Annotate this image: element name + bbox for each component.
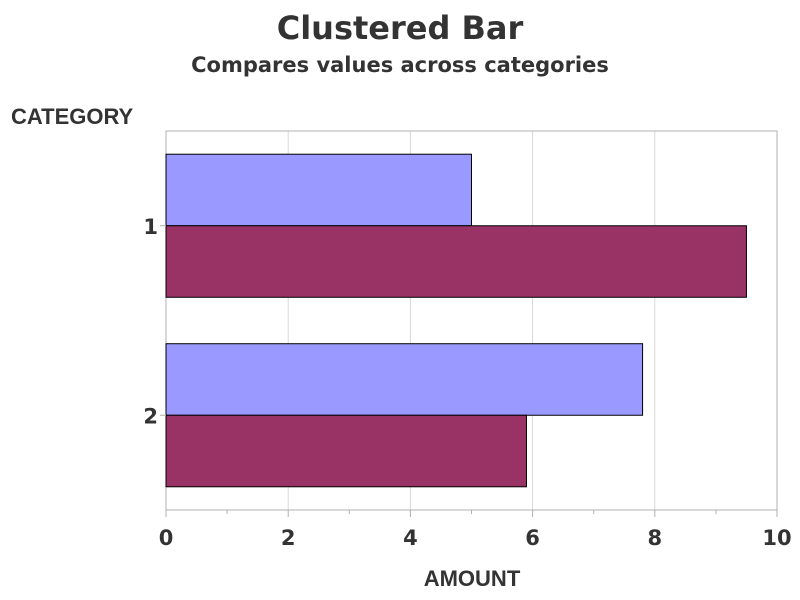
chart-title: Clustered Bar [276,9,524,47]
x-tick-label-4: 4 [403,526,418,550]
bar-category-2-series-1 [165,343,644,416]
bar-category-2-series-2 [165,414,527,488]
x-tick-label-8: 8 [647,526,662,550]
x-tick-label-0: 0 [159,526,174,550]
bar-category-1-series-2 [165,225,747,298]
y-tick-label-2: 2 [143,404,158,428]
chart-subtitle: Compares values across categories [191,53,609,77]
y-tick-label-1: 1 [143,215,158,239]
x-axis-title: AMOUNT [424,566,521,591]
y-axis-title: CATEGORY [11,104,134,129]
plot-area: 1 2 0 2 4 6 8 10 [143,130,792,550]
bar-category-1-series-1 [165,153,472,227]
x-tick-label-10: 10 [762,526,791,550]
x-tick-label-2: 2 [281,526,296,550]
x-tick-label-6: 6 [525,526,540,550]
